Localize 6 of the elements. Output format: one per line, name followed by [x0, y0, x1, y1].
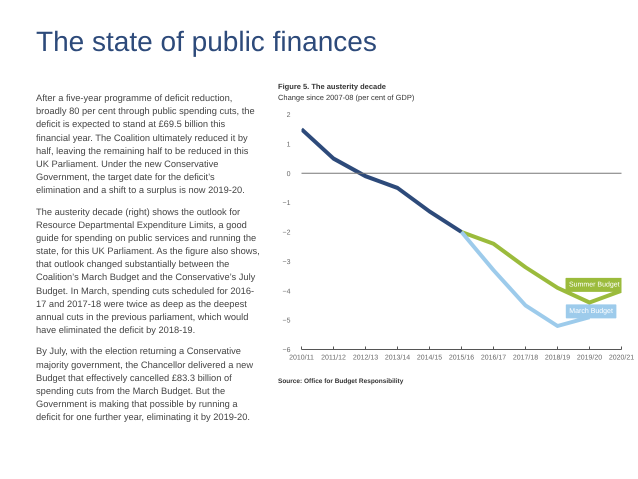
text: The austerity decade (right) shows the outlook for Resource Departmental Expenditure Limits, a good guide for spending on public services and running the state, for this UK Parliament. As the figure also shows, that outlook changed substantially between the Coalition’s March Budget and the Conservative’s July Budget. In March, spending cuts scheduled for 2016-17 and 2017-18 were twice as deep as the deepest annual cuts in the previous parliament, which would have eliminated the deficit by 2018-19.	[36, 206, 260, 336]
line-series	[460, 230, 622, 304]
text: After a five-year programme of deficit reduction, broadly 80 per cent through public spending cuts, the deficit is expected to stand at £69.5 billion this financial year. The Coalition ultimately reduced it by half, leaving the remaining half to be reduced in this UK Parliament. Under the new Conservative Government, the target date for the deficit’s elimination and a shift to a surplus is now 2019-20.	[36, 92, 256, 198]
text: The state of public finances	[36, 25, 377, 59]
text: By July, with the election returning a Conservative majority government, the Chancellor delivered a new Budget that effectively cancelled £83.3 billion of spending cuts from the March Budget. But the Government is making that possible by running a deficit for one further year, eliminating it by 2019-20.	[36, 345, 254, 424]
line-series	[302, 127, 464, 234]
